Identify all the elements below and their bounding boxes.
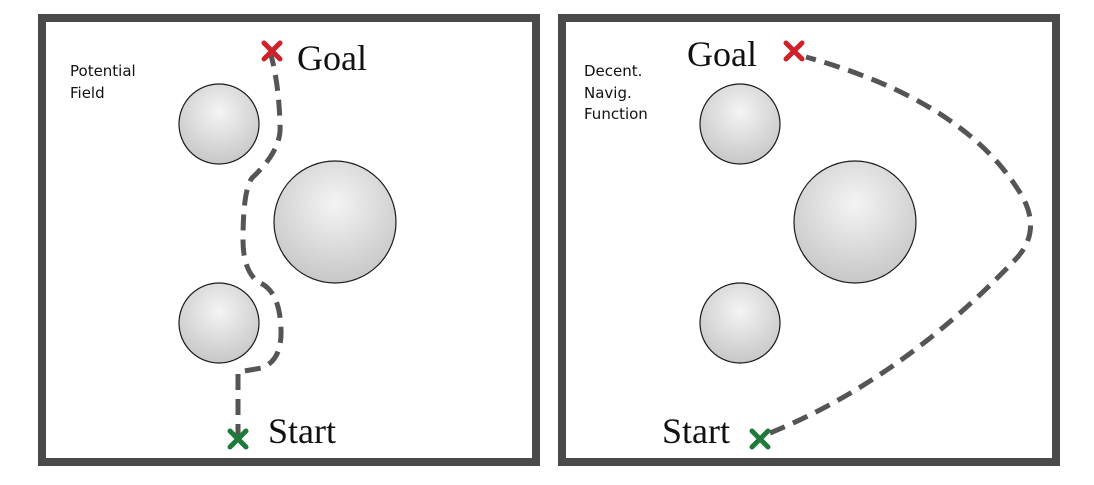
start-marker: Start bbox=[662, 411, 771, 451]
panel-caption-line-1: Potential bbox=[70, 62, 136, 80]
potential-field-path bbox=[235, 54, 284, 440]
goal-marker: Goal bbox=[261, 38, 367, 78]
green-x-icon bbox=[749, 428, 771, 450]
goal-label: Goal bbox=[687, 34, 757, 74]
obstacle-bottom-small bbox=[178, 282, 260, 364]
goal-marker: Goal bbox=[687, 34, 805, 74]
obstacle-top-small bbox=[178, 83, 260, 165]
green-x-icon bbox=[227, 428, 249, 450]
obstacle-center-large bbox=[273, 160, 397, 284]
obstacle-center-large bbox=[793, 160, 917, 284]
goal-label: Goal bbox=[297, 38, 367, 78]
panel-caption-line-2: Field bbox=[70, 84, 105, 102]
panel-caption-line-3: Function bbox=[584, 105, 648, 123]
obstacle-bottom-small bbox=[699, 282, 781, 364]
start-label: Start bbox=[662, 411, 730, 451]
red-x-icon bbox=[783, 40, 805, 62]
panel-potential-field: Potential Field Goal Start bbox=[38, 14, 540, 466]
navigation-function-path bbox=[769, 54, 1033, 436]
panel-caption-line-2: Navig. bbox=[584, 84, 632, 102]
start-marker: Start bbox=[227, 411, 336, 451]
red-x-icon bbox=[261, 40, 283, 62]
obstacle-top-small bbox=[699, 83, 781, 165]
panel-caption-line-1: Decent. bbox=[584, 62, 642, 80]
panel-decentralized-navigation-function: Decent. Navig. Function Goal Start bbox=[558, 14, 1060, 466]
start-label: Start bbox=[268, 411, 336, 451]
